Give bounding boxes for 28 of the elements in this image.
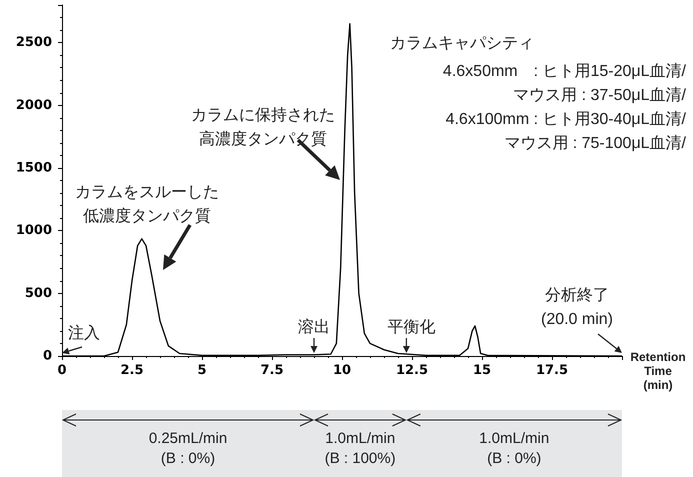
x-tick-label: 5 bbox=[197, 363, 207, 378]
annotation: マウス用 : 75-100μL血清/ bbox=[504, 134, 687, 152]
annotation: マウス用 : 37-50μL血清/ bbox=[513, 86, 687, 104]
annotation: 分析終了 (20.0 min) bbox=[540, 287, 614, 328]
x-tick-label: 15 bbox=[472, 363, 492, 378]
y-tick-label: 2000 bbox=[16, 98, 52, 113]
x-tick-label: 17.5 bbox=[536, 363, 568, 378]
x-tick-label: 7.5 bbox=[260, 363, 284, 378]
y-tick-label: 500 bbox=[24, 286, 52, 301]
text: 1.0mL/min (B : 0%) bbox=[479, 430, 550, 467]
y-tick-label: 2500 bbox=[16, 35, 52, 50]
annotation: 溶出 bbox=[298, 318, 330, 336]
x-tick-label: 2.5 bbox=[120, 363, 144, 378]
x-tick-label: 0 bbox=[57, 363, 67, 378]
y-tick-label: 1500 bbox=[16, 160, 52, 176]
text: 1.0mL/min (B : 100%) bbox=[324, 430, 396, 467]
annotation: 平衡化 bbox=[387, 319, 436, 336]
x-tick-label: 12.5 bbox=[396, 363, 428, 378]
x-tick-label: 10 bbox=[332, 363, 352, 378]
x-axis-title: Retention Time (min) bbox=[630, 350, 686, 392]
annotation: カラムキャパシティ bbox=[390, 35, 534, 52]
y-tick-label: 1000 bbox=[16, 223, 52, 238]
annotation: 4.6x100mm : ヒト用30-40μL血清/ bbox=[446, 110, 687, 128]
annotation: 4.6x50mm : ヒト用15-20μL血清/ bbox=[442, 62, 687, 80]
annotation: 注入 bbox=[68, 324, 100, 342]
y-tick-label: 0 bbox=[42, 348, 52, 364]
text: 0.25mL/min (B : 0%) bbox=[148, 430, 228, 467]
annotation: カラムをスルーした低濃度タンパク質 bbox=[75, 184, 219, 225]
